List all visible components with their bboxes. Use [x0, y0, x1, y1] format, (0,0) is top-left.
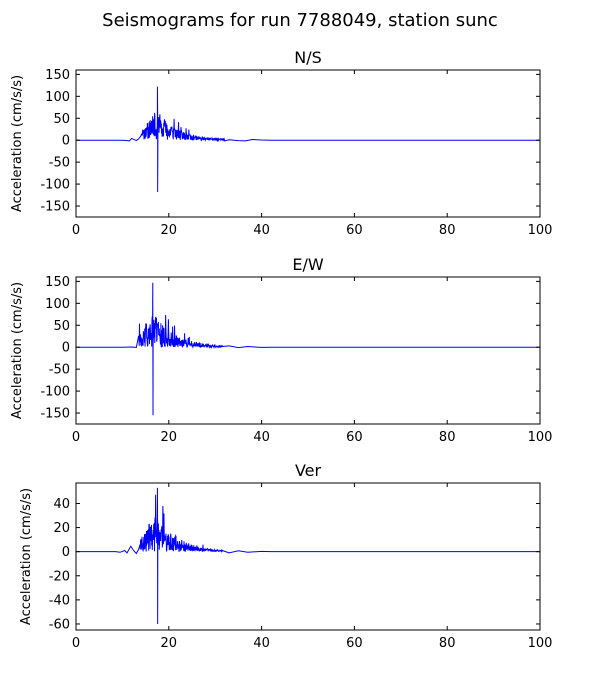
y-axis-label-ver: Acceleration (cm/s/s) — [19, 488, 34, 625]
y-tick-label-ew--100: -100 — [40, 385, 70, 400]
x-tick-label-ew-20: 20 — [161, 430, 178, 445]
y-tick-label-ew--50: -50 — [49, 363, 70, 378]
axes-frame-ver — [75, 482, 541, 631]
panel-ew: E/W Acceleration (cm/s/s) 0 20 40 60 80 100 150 1… — [10, 255, 552, 445]
y-tick-label-ew--150: -150 — [40, 407, 70, 422]
y-tick-label-ver--20: -20 — [49, 569, 70, 584]
x-tick-label-ver-20: 20 — [161, 636, 178, 651]
y-tick-label-ew-150: 150 — [45, 275, 70, 290]
panel-ns: N/S Acceleration (cm/s/s) 0 20 40 60 80 100 150 1… — [10, 48, 552, 238]
y-tick-label-ns-50: 50 — [53, 112, 70, 127]
panel-title-ew: E/W — [292, 255, 324, 274]
y-tick-label-ver-40: 40 — [53, 497, 70, 512]
y-axis-label-ns: Acceleration (cm/s/s) — [10, 75, 25, 212]
y-tick-label-ns-100: 100 — [45, 90, 70, 105]
x-tick-label-ew-0: 0 — [72, 430, 80, 445]
figure-title: Seismograms for run 7788049, station sun… — [102, 10, 498, 31]
x-tick-label-ns-40: 40 — [253, 223, 270, 238]
y-tick-label-ver--60: -60 — [49, 617, 70, 632]
axes-frame-ew — [75, 276, 541, 425]
trace-line-ver — [76, 487, 540, 624]
x-tick-label-ns-80: 80 — [439, 223, 456, 238]
x-tick-label-ns-60: 60 — [346, 223, 363, 238]
y-tick-label-ns-0: 0 — [62, 134, 70, 149]
x-tick-label-ver-40: 40 — [253, 636, 270, 651]
x-tick-label-ver-100: 100 — [528, 636, 553, 651]
axes-frame-ns — [75, 69, 541, 218]
panel-title-ver: Ver — [295, 461, 322, 480]
y-tick-label-ns--50: -50 — [49, 156, 70, 171]
y-tick-label-ver--40: -40 — [49, 593, 70, 608]
y-tick-label-ew-0: 0 — [62, 341, 70, 356]
y-tick-label-ew-50: 50 — [53, 319, 70, 334]
x-tick-label-ns-20: 20 — [161, 223, 178, 238]
trace-line-ew — [76, 282, 540, 416]
y-tick-label-ns--150: -150 — [40, 200, 70, 215]
y-tick-label-ew-100: 100 — [45, 297, 70, 312]
y-tick-label-ver-0: 0 — [62, 545, 70, 560]
x-tick-label-ew-100: 100 — [528, 430, 553, 445]
trace-line-ns — [76, 86, 540, 192]
y-tick-label-ns-150: 150 — [45, 68, 70, 83]
panel-title-ns: N/S — [294, 48, 322, 67]
x-tick-label-ver-60: 60 — [346, 636, 363, 651]
x-tick-label-ver-0: 0 — [72, 636, 80, 651]
x-tick-label-ew-40: 40 — [253, 430, 270, 445]
y-tick-label-ns--100: -100 — [40, 178, 70, 193]
x-tick-label-ew-80: 80 — [439, 430, 456, 445]
x-tick-label-ver-80: 80 — [439, 636, 456, 651]
x-tick-label-ns-100: 100 — [528, 223, 553, 238]
panel-ver: Ver Acceleration (cm/s/s) 0 20 40 60 80 100 40 20… — [19, 461, 552, 651]
y-axis-label-ew: Acceleration (cm/s/s) — [10, 282, 25, 419]
x-tick-label-ns-0: 0 — [72, 223, 80, 238]
y-tick-label-ver-20: 20 — [53, 521, 70, 536]
x-tick-label-ew-60: 60 — [346, 430, 363, 445]
